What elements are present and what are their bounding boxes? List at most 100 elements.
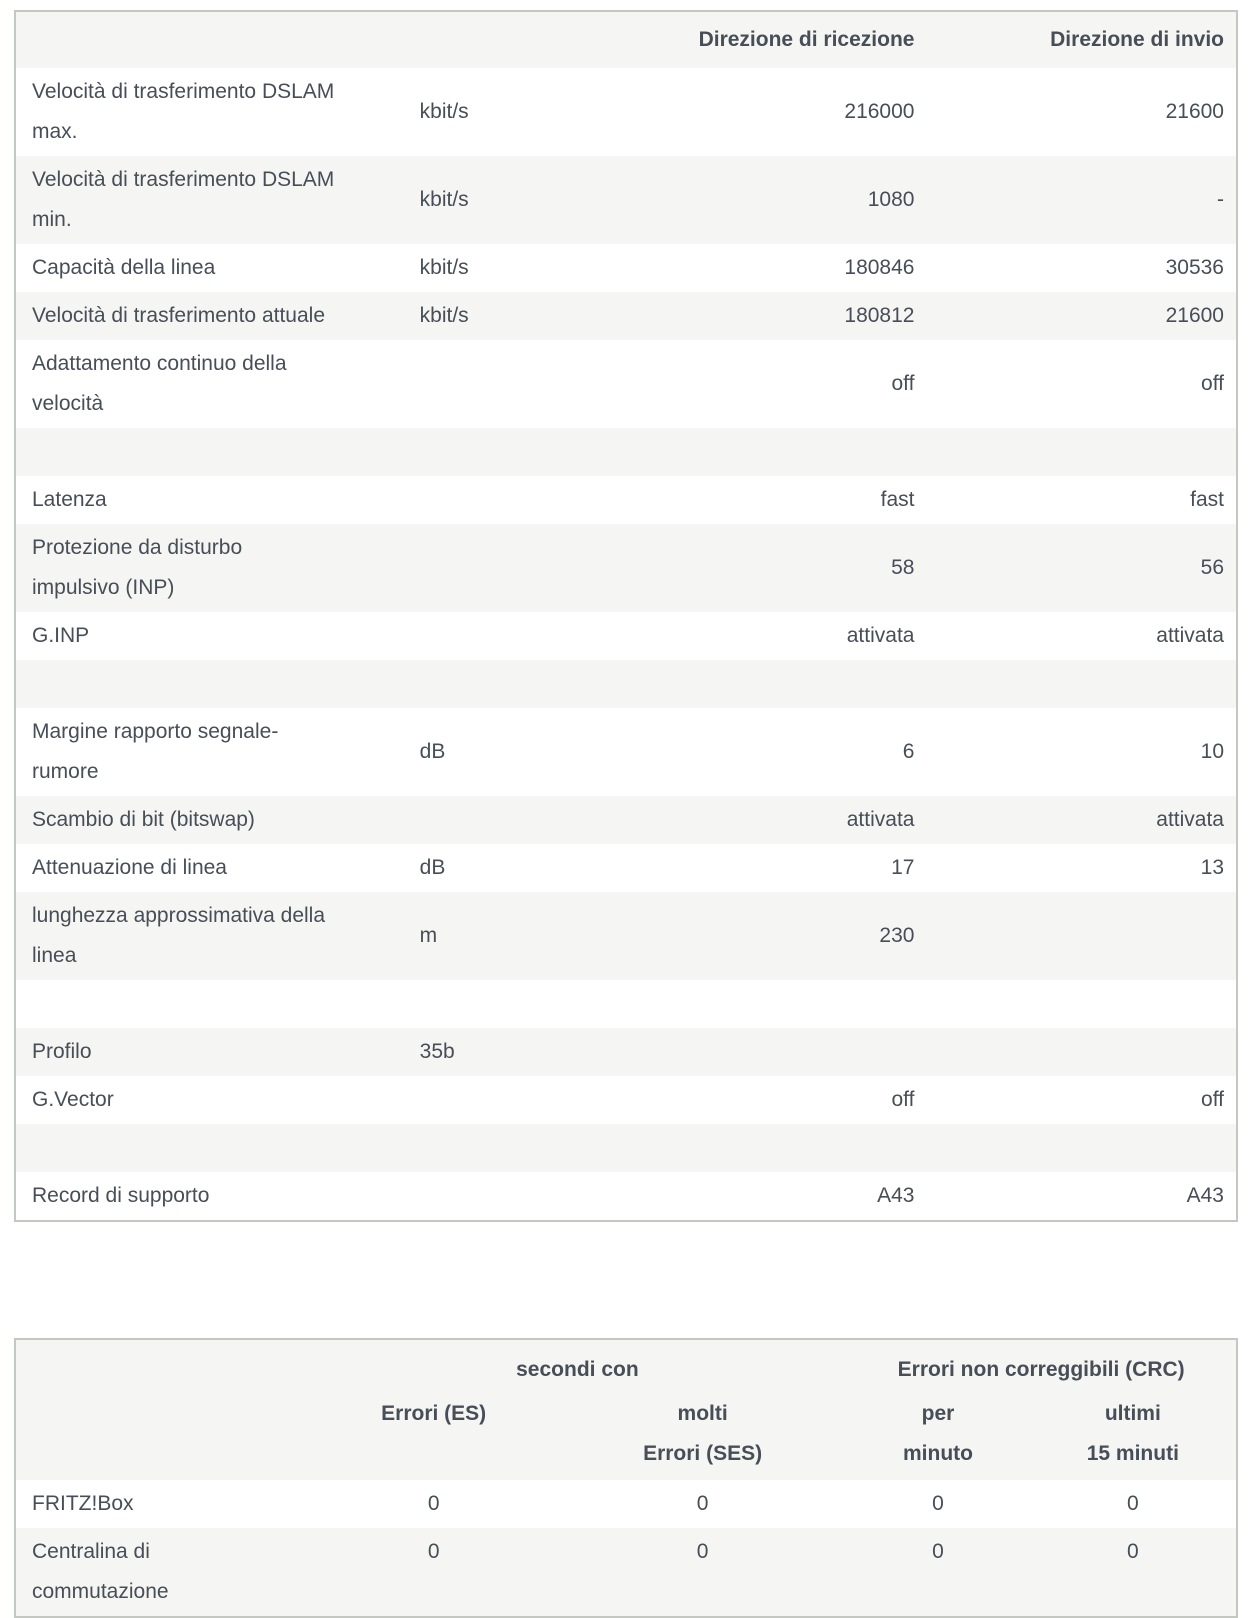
dsl-header-row: Direzione di ricezione Direzione di invi… bbox=[15, 11, 1237, 68]
dsl-cell-unit: kbit/s bbox=[419, 304, 469, 327]
dsl-cell-rx: attivata bbox=[846, 624, 915, 647]
dsl-cell-unit bbox=[420, 428, 530, 476]
dsl-cell-rx: 230 bbox=[879, 924, 915, 947]
dsl-cell-rx: 180812 bbox=[844, 304, 915, 327]
dsl-cell-label: G.Vector bbox=[32, 1088, 114, 1111]
dsl-cell-tx: - bbox=[1217, 188, 1224, 211]
error-cell-label: FRITZ!Box bbox=[32, 1492, 134, 1515]
dsl-cell-rx: 6 bbox=[902, 740, 915, 763]
dsl-table-row: Velocità di trasferimento DSLAM min. kbit… bbox=[15, 156, 1237, 244]
dsl-cell-tx bbox=[926, 660, 1237, 708]
dsl-cell-tx bbox=[926, 892, 1237, 980]
dsl-cell-label bbox=[15, 660, 420, 708]
dsl-spacer-row bbox=[15, 980, 1237, 1028]
dsl-cell-label: Profilo bbox=[32, 1040, 92, 1063]
error-cell-value: 0 bbox=[932, 1540, 944, 1563]
dsl-cell-unit: 35b bbox=[419, 1040, 455, 1063]
dsl-cell-rx: off bbox=[891, 1088, 915, 1111]
dsl-table-row: Record di supporto A43 A43 bbox=[15, 1172, 1237, 1221]
dsl-cell-label: Velocità di trasferimento DSLAM min. bbox=[32, 168, 335, 231]
col-header-errors-es: Errori (ES) bbox=[381, 1402, 487, 1425]
dsl-cell-rx: off bbox=[891, 372, 915, 395]
dsl-cell-unit bbox=[420, 1172, 530, 1221]
error-cell-label: Centralina di commutazione bbox=[32, 1540, 169, 1603]
error-cell-value: 0 bbox=[932, 1492, 944, 1515]
dsl-table-row: G.Vector off off bbox=[15, 1076, 1237, 1124]
dsl-cell-tx: 30536 bbox=[1165, 256, 1224, 279]
dsl-cell-unit bbox=[420, 1124, 530, 1172]
col-header-many-errors-ses: molti Errori (SES) bbox=[643, 1402, 763, 1465]
dsl-cell-rx: 58 bbox=[891, 556, 915, 579]
dsl-cell-rx: 180846 bbox=[844, 256, 915, 279]
dsl-cell-label: lunghezza approssimativa della linea bbox=[32, 904, 326, 967]
dsl-table-row: Protezione da disturbo impulsivo (INP) 58… bbox=[15, 524, 1237, 612]
dsl-cell-unit: dB bbox=[419, 856, 446, 879]
error-counters-table: secondi con Errori non correggibili (CRC… bbox=[14, 1338, 1238, 1618]
dsl-cell-unit bbox=[420, 1076, 530, 1124]
dsl-cell-unit bbox=[420, 980, 530, 1028]
dsl-cell-tx: off bbox=[1201, 1088, 1224, 1111]
dsl-cell-unit: kbit/s bbox=[419, 256, 469, 279]
dsl-cell-tx: 21600 bbox=[1165, 304, 1224, 327]
dsl-cell-unit bbox=[420, 524, 530, 612]
dsl-cell-unit bbox=[420, 476, 530, 524]
dsl-cell-label: G.INP bbox=[32, 624, 90, 647]
dsl-cell-unit bbox=[420, 660, 530, 708]
error-cell-value: 0 bbox=[696, 1492, 709, 1515]
dsl-cell-label: Velocità di trasferimento DSLAM max. bbox=[32, 80, 335, 143]
dsl-cell-unit: kbit/s bbox=[419, 100, 469, 123]
dsl-header-receive-direction: Direzione di ricezione bbox=[698, 28, 915, 51]
dsl-cell-tx: 56 bbox=[1200, 556, 1224, 579]
dsl-cell-rx bbox=[530, 428, 927, 476]
error-cell-value: 0 bbox=[1126, 1540, 1139, 1563]
error-group-header-spacer bbox=[15, 1339, 308, 1392]
error-subheader-spacer bbox=[15, 1392, 308, 1480]
dsl-cell-label: Velocità di trasferimento attuale bbox=[32, 304, 325, 327]
error-cell-value: 0 bbox=[696, 1540, 709, 1563]
dsl-information-page: Direzione di ricezione Direzione di invi… bbox=[14, 10, 1238, 1618]
group-header-seconds-with: secondi con bbox=[516, 1358, 639, 1381]
dsl-cell-tx bbox=[926, 1124, 1237, 1172]
dsl-cell-unit bbox=[420, 340, 530, 428]
dsl-header-label-spacer bbox=[15, 11, 420, 68]
dsl-cell-tx: attivata bbox=[1156, 624, 1224, 647]
dsl-cell-tx: 21600 bbox=[1165, 100, 1224, 123]
dsl-cell-label: Latenza bbox=[32, 488, 107, 511]
dsl-cell-tx: 13 bbox=[1200, 856, 1224, 879]
dsl-table-row: Adattamento continuo della velocità off of… bbox=[15, 340, 1237, 428]
dsl-table-row: Attenuazione di linea dB 17 13 bbox=[15, 844, 1237, 892]
dsl-table-row: Profilo 35b bbox=[15, 1028, 1237, 1076]
col-header-last-15-minutes: ultimi 15 minuti bbox=[1086, 1402, 1179, 1465]
dsl-table-row: G.INP attivata attivata bbox=[15, 612, 1237, 660]
error-table-row: FRITZ!Box 0 0 0 0 bbox=[15, 1480, 1237, 1528]
dsl-table-row: Margine rapporto segnale- rumore dB 6 10 bbox=[15, 708, 1237, 796]
dsl-cell-rx: 1080 bbox=[867, 188, 915, 211]
dsl-cell-tx: off bbox=[1201, 372, 1224, 395]
dsl-cell-unit: kbit/s bbox=[419, 188, 469, 211]
dsl-cell-unit: m bbox=[419, 924, 438, 947]
dsl-cell-label: Attenuazione di linea bbox=[32, 856, 227, 879]
dsl-cell-tx: A43 bbox=[1186, 1184, 1224, 1207]
dsl-cell-rx bbox=[530, 1124, 927, 1172]
dsl-cell-unit bbox=[420, 612, 530, 660]
dsl-cell-label bbox=[15, 980, 420, 1028]
error-table-row: Centralina di commutazione 0 0 0 0 bbox=[15, 1528, 1237, 1617]
dsl-cell-rx: fast bbox=[880, 488, 915, 511]
dsl-table-row: lunghezza approssimativa della linea m 230 bbox=[15, 892, 1237, 980]
dsl-cell-rx: 17 bbox=[891, 856, 915, 879]
dsl-table-row: Velocità di trasferimento DSLAM max. kbit… bbox=[15, 68, 1237, 156]
dsl-cell-label: Adattamento continuo della velocità bbox=[32, 352, 287, 415]
error-subheader-row: Errori (ES) molti Errori (SES) per minut… bbox=[15, 1392, 1237, 1480]
dsl-cell-unit bbox=[420, 796, 530, 844]
dsl-cell-rx bbox=[530, 1028, 927, 1076]
dsl-cell-tx: 10 bbox=[1200, 740, 1224, 763]
dsl-cell-tx: attivata bbox=[1156, 808, 1224, 831]
dsl-cell-tx bbox=[926, 428, 1237, 476]
error-cell-value: 0 bbox=[427, 1492, 440, 1515]
dsl-header-send-direction: Direzione di invio bbox=[1050, 28, 1224, 51]
dsl-cell-rx: 216000 bbox=[844, 100, 915, 123]
dsl-cell-label: Record di supporto bbox=[32, 1184, 210, 1207]
dsl-spacer-row bbox=[15, 428, 1237, 476]
dsl-stats-table: Direzione di ricezione Direzione di invi… bbox=[14, 10, 1238, 1222]
dsl-cell-rx: A43 bbox=[877, 1184, 915, 1207]
